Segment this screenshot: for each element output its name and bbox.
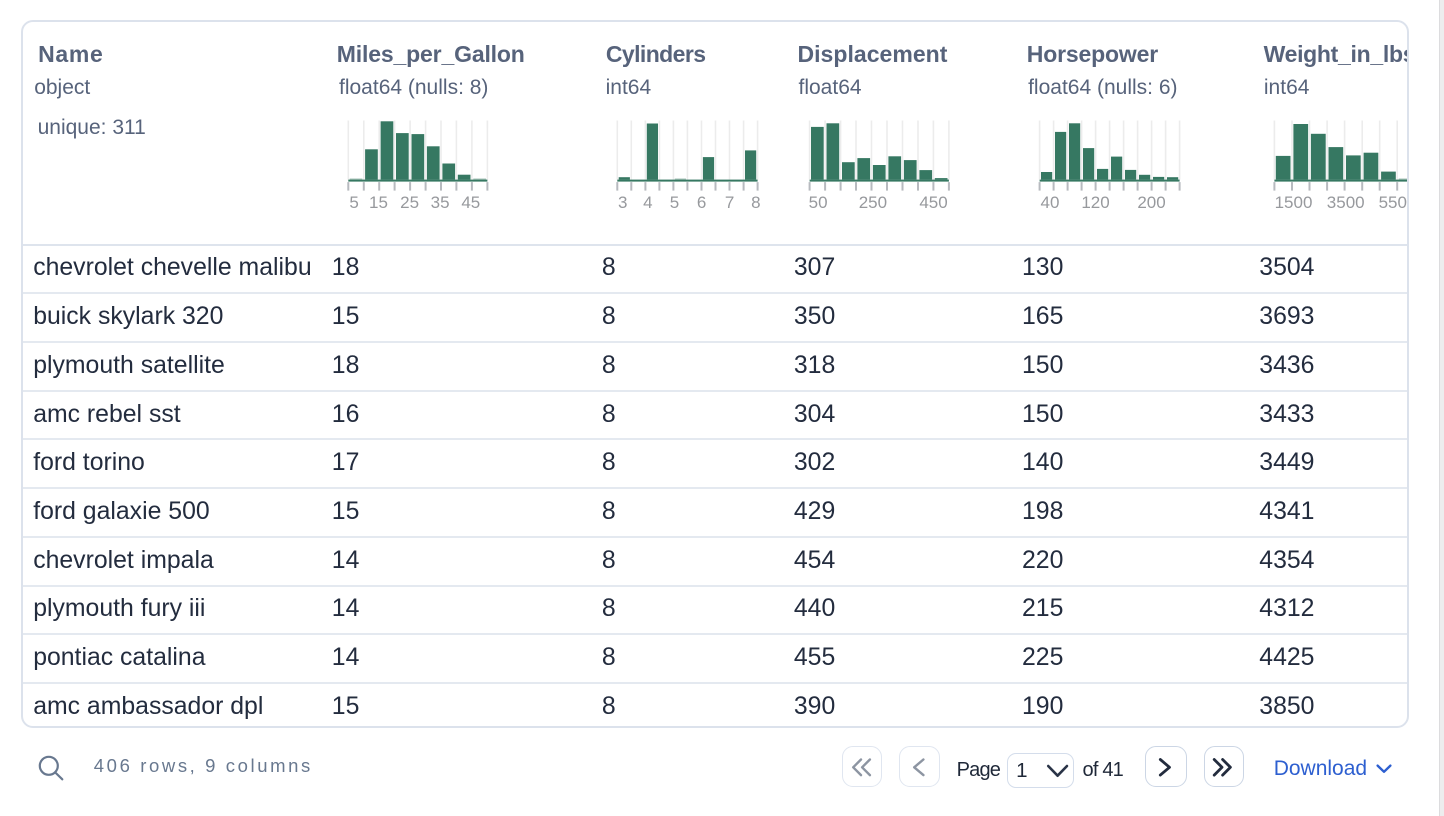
svg-text:120: 120 <box>1081 193 1109 212</box>
svg-text:4: 4 <box>643 193 652 212</box>
svg-text:5: 5 <box>670 193 679 212</box>
svg-text:50: 50 <box>809 193 828 212</box>
svg-text:15: 15 <box>369 193 388 212</box>
svg-text:8: 8 <box>751 193 760 212</box>
svg-text:25: 25 <box>400 193 419 212</box>
svg-text:40: 40 <box>1041 193 1060 212</box>
svg-text:200: 200 <box>1137 193 1165 212</box>
svg-text:45: 45 <box>461 193 480 212</box>
svg-text:7: 7 <box>725 193 734 212</box>
svg-text:3: 3 <box>618 193 627 212</box>
svg-text:250: 250 <box>859 193 887 212</box>
svg-text:450: 450 <box>919 193 947 212</box>
svg-text:6: 6 <box>697 193 706 212</box>
svg-text:35: 35 <box>431 193 450 212</box>
svg-text:5: 5 <box>349 193 358 212</box>
svg-text:3500: 3500 <box>1327 193 1365 212</box>
svg-text:1500: 1500 <box>1275 193 1313 212</box>
svg-text:5500: 5500 <box>1379 193 1410 212</box>
